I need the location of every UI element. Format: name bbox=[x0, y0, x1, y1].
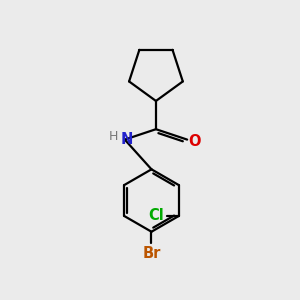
Text: O: O bbox=[188, 134, 201, 148]
Text: Cl: Cl bbox=[148, 208, 164, 223]
Text: Br: Br bbox=[142, 246, 161, 261]
Text: H: H bbox=[109, 130, 118, 142]
Text: N: N bbox=[121, 132, 133, 147]
